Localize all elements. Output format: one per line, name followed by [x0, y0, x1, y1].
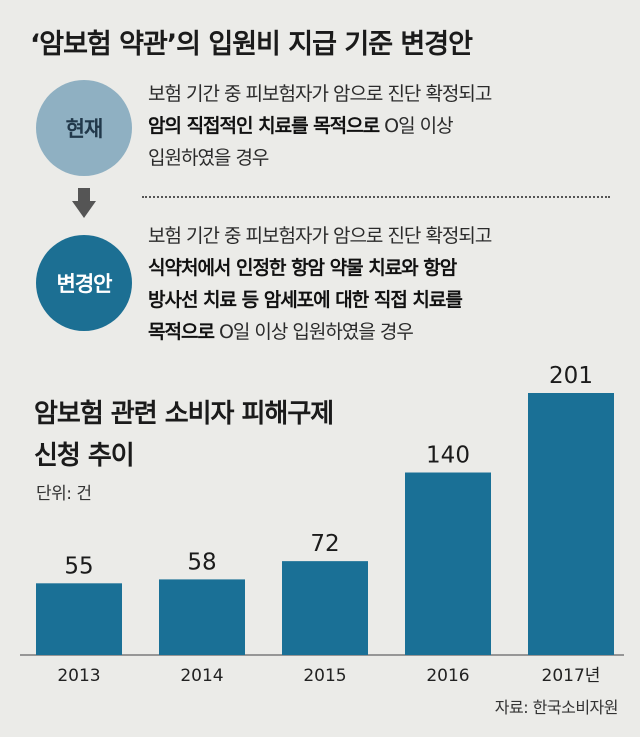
proposed-line-4-bold: 목적으로 [148, 321, 215, 343]
proposed-description: 보험 기간 중 피보험자가 암으로 진단 확정되고 식약처에서 인정한 항암 약… [148, 220, 628, 348]
source-label: 자료: 한국소비자원 [494, 698, 619, 717]
x-tick-label: 2015 [303, 666, 346, 686]
bar-2013 [36, 583, 122, 655]
proposed-line-4-after: O일 이상 입원하였을 경우 [213, 321, 414, 343]
current-line-2: 암의 직접적인 치료를 목적으로 O일 이상 [148, 110, 628, 142]
bar-value-label: 58 [187, 549, 216, 575]
page-title: ‘암보험 약관’의 입원비 지급 기준 변경안 [30, 29, 473, 60]
proposed-badge-label: 변경안 [56, 272, 113, 296]
current-line-3-text: 입원하였을 경우 [148, 147, 269, 169]
proposed-line-3-bold: 방사선 치료 등 암세포에 대한 직접 치료를 [148, 289, 463, 311]
proposed-line-4: 목적으로 O일 이상 입원하였을 경우 [148, 316, 628, 348]
bar-value-label: 72 [310, 531, 339, 557]
current-line-3: 입원하였을 경우 [148, 142, 628, 174]
current-line-1-text: 보험 기간 중 피보험자가 암으로 진단 확정되고 [148, 83, 492, 105]
bar-2016 [405, 472, 491, 655]
bar-value-label: 140 [426, 443, 470, 469]
proposed-line-2: 식약처에서 인정한 항암 약물 치료와 항암 [148, 252, 628, 284]
proposed-badge: 변경안 [36, 235, 132, 331]
proposed-line-2-bold: 식약처에서 인정한 항암 약물 치료와 항암 [148, 257, 457, 279]
x-tick-label: 2013 [57, 666, 100, 686]
bar-value-label: 55 [64, 553, 93, 579]
x-tick-label: 2014 [180, 666, 223, 686]
section-divider [142, 196, 610, 198]
current-line-2-bold: 암의 직접적인 치료를 목적으로 [148, 115, 380, 137]
chart-title: 암보험 관련 소비자 피해구제 신청 추이 [34, 393, 334, 477]
x-tick-label: 2016 [426, 666, 469, 686]
current-line-2-after: O일 이상 [379, 115, 453, 137]
bar-2017년 [528, 393, 614, 655]
current-line-1: 보험 기간 중 피보험자가 암으로 진단 확정되고 [148, 78, 628, 110]
down-arrow-icon [72, 188, 96, 218]
x-tick-label: 2017년 [542, 666, 601, 686]
current-badge-label: 현재 [65, 117, 104, 141]
proposed-line-1-text: 보험 기간 중 피보험자가 암으로 진단 확정되고 [148, 225, 492, 247]
unit-label: 단위: 건 [36, 484, 92, 504]
current-badge: 현재 [36, 80, 132, 176]
bar-2015 [282, 561, 368, 655]
chart-title-line-1: 암보험 관련 소비자 피해구제 [34, 399, 334, 429]
proposed-line-3: 방사선 치료 등 암세포에 대한 직접 치료를 [148, 284, 628, 316]
current-description: 보험 기간 중 피보험자가 암으로 진단 확정되고 암의 직접적인 치료를 목적… [148, 78, 628, 174]
bar-2014 [159, 579, 245, 655]
proposed-line-1: 보험 기간 중 피보험자가 암으로 진단 확정되고 [148, 220, 628, 252]
bar-value-label: 201 [549, 363, 593, 389]
chart-title-line-2: 신청 추이 [34, 441, 135, 471]
